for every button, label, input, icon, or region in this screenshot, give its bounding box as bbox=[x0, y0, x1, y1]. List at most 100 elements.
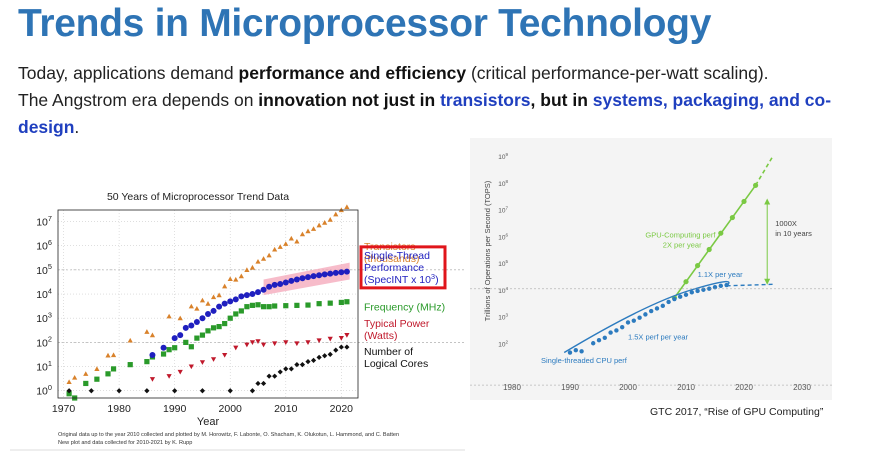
data-point bbox=[327, 270, 334, 277]
cpu-data-point bbox=[567, 350, 573, 355]
data-point bbox=[72, 374, 78, 380]
gpu-data-point bbox=[695, 262, 701, 269]
y-tick-label: 105 bbox=[36, 262, 52, 277]
data-point bbox=[327, 217, 333, 222]
data-point bbox=[227, 276, 233, 282]
data-point bbox=[260, 342, 267, 348]
series-circle bbox=[149, 268, 350, 359]
data-point bbox=[227, 298, 234, 305]
data-point bbox=[88, 388, 94, 394]
y-tick-label: 107 bbox=[498, 206, 508, 215]
data-point bbox=[238, 293, 245, 300]
x-tick-label: 2010 bbox=[677, 383, 695, 392]
figure-caption: GTC 2017, “Rise of GPU Computing” bbox=[650, 406, 824, 418]
data-point bbox=[227, 388, 233, 394]
series-square bbox=[66, 299, 350, 401]
series-triangle-up bbox=[66, 204, 350, 385]
y-tick-label: 102 bbox=[498, 339, 508, 348]
cpu-trend-line bbox=[563, 280, 730, 354]
cpu-data-point bbox=[689, 290, 694, 295]
x-tick-label: 1980 bbox=[107, 403, 131, 415]
cpu-data-point bbox=[718, 283, 723, 289]
data-point bbox=[288, 366, 294, 372]
cpu-data-point bbox=[608, 330, 613, 335]
data-point bbox=[255, 258, 261, 264]
gpu-trend-line bbox=[673, 184, 757, 299]
data-point bbox=[66, 379, 72, 385]
y-tick-label: 108 bbox=[498, 179, 508, 188]
data-point bbox=[244, 267, 250, 272]
y-tick-label: 103 bbox=[36, 310, 52, 325]
gpu-data-point bbox=[718, 230, 724, 236]
data-point bbox=[333, 347, 339, 353]
gpu-data-point bbox=[729, 214, 735, 221]
data-point bbox=[149, 332, 156, 338]
gap-arrow-head-bottom bbox=[764, 278, 771, 285]
data-point bbox=[272, 246, 278, 252]
chart-title: 50 Years of Microprocessor Trend Data bbox=[107, 191, 289, 203]
data-point bbox=[216, 323, 222, 330]
data-point bbox=[277, 281, 284, 288]
data-point bbox=[338, 336, 344, 341]
data-point bbox=[194, 305, 200, 311]
x-tick-label: 2000 bbox=[219, 403, 243, 415]
data-point bbox=[216, 303, 223, 310]
data-point bbox=[294, 302, 300, 308]
data-point bbox=[271, 281, 278, 288]
data-point bbox=[310, 273, 317, 280]
data-point bbox=[338, 299, 344, 306]
data-point bbox=[322, 220, 328, 225]
gpu-series-label-2: 2X per year bbox=[663, 240, 702, 249]
cpu-data-point bbox=[666, 299, 671, 305]
x-tick-label: 2030 bbox=[793, 383, 811, 392]
plot-frame bbox=[57, 209, 359, 399]
data-point bbox=[249, 291, 256, 298]
data-point bbox=[238, 273, 244, 279]
data-point bbox=[277, 244, 283, 249]
data-point bbox=[266, 252, 272, 258]
single-thread-callout-box bbox=[359, 245, 447, 290]
data-point bbox=[344, 204, 350, 210]
data-point bbox=[199, 388, 206, 394]
data-point bbox=[199, 332, 206, 338]
data-point bbox=[194, 335, 200, 341]
data-point bbox=[127, 337, 133, 343]
data-point bbox=[249, 302, 256, 308]
data-point bbox=[193, 318, 200, 325]
data-point bbox=[216, 292, 222, 298]
data-point bbox=[144, 359, 150, 365]
gpu-data-point bbox=[741, 198, 747, 205]
data-point bbox=[199, 297, 206, 303]
data-point bbox=[283, 340, 289, 345]
data-point bbox=[283, 366, 289, 372]
data-point bbox=[238, 308, 244, 314]
data-point bbox=[327, 300, 333, 306]
data-point bbox=[188, 344, 194, 350]
data-point bbox=[272, 341, 278, 347]
data-point bbox=[255, 302, 261, 308]
data-point bbox=[149, 352, 156, 359]
x-tick-label: 2000 bbox=[619, 383, 637, 392]
data-point bbox=[144, 329, 150, 334]
data-point bbox=[233, 276, 239, 282]
series-label: Number of bbox=[364, 346, 413, 358]
cpu-data-point bbox=[602, 335, 607, 340]
data-point bbox=[255, 289, 261, 296]
data-point bbox=[66, 391, 72, 397]
data-point bbox=[249, 264, 256, 270]
data-point bbox=[172, 388, 178, 394]
data-point bbox=[338, 344, 344, 350]
slide-title: Trends in Microprocessor Technology bbox=[18, 2, 712, 45]
cpu-data-point bbox=[591, 341, 596, 346]
data-point bbox=[199, 360, 206, 365]
cpu-late-label: 1.1X per year bbox=[698, 270, 744, 279]
data-point bbox=[294, 341, 300, 347]
y-tick-label: 105 bbox=[498, 259, 508, 268]
series-label: Logical Cores bbox=[364, 358, 428, 370]
data-point bbox=[116, 388, 122, 394]
data-point bbox=[305, 274, 311, 281]
data-point bbox=[183, 339, 189, 345]
data-point bbox=[244, 342, 250, 348]
data-point bbox=[305, 359, 311, 365]
data-point bbox=[110, 352, 117, 358]
